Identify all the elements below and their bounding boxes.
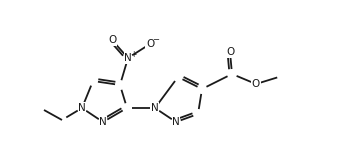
Text: O: O [252, 79, 260, 89]
Text: −: − [153, 36, 160, 44]
Text: +: + [130, 49, 136, 59]
Text: N: N [124, 53, 132, 63]
Text: O: O [146, 39, 154, 49]
Text: N: N [151, 103, 159, 113]
Text: N: N [78, 103, 86, 113]
Text: O: O [108, 35, 116, 45]
Text: N: N [99, 117, 107, 127]
Text: O: O [226, 47, 234, 57]
Text: N: N [172, 117, 180, 127]
